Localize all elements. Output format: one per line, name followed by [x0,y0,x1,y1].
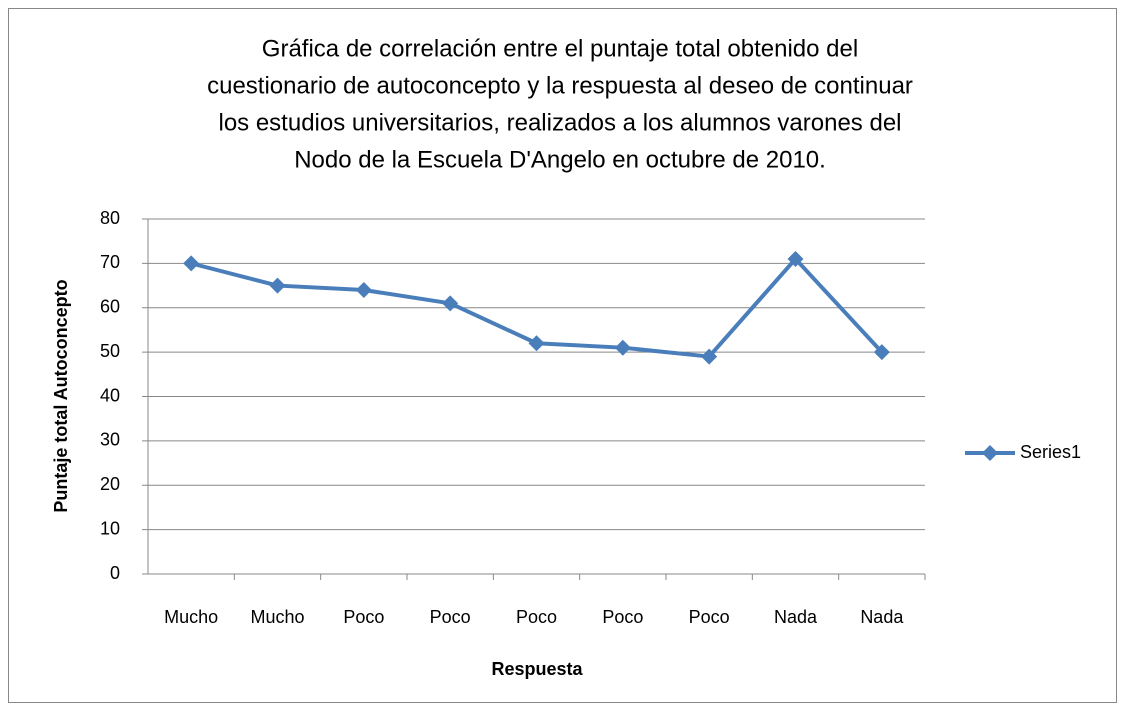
point-marker [269,277,286,294]
y-tick-label: 70 [100,252,120,272]
point-marker [528,335,545,352]
chart-title: Gráfica de correlación entre el puntaje … [262,35,858,62]
y-tick-label: 80 [100,208,120,228]
legend-label: Series1 [1020,442,1081,462]
x-tick-label: Poco [430,607,471,627]
x-tick-label: Poco [516,607,557,627]
point-marker [183,255,200,272]
chart-border [8,8,1117,703]
x-axis-label: Respuesta [491,659,583,679]
x-tick-label: Mucho [250,607,304,627]
x-tick-label: Poco [602,607,643,627]
point-marker [355,282,372,298]
x-tick-label: Nada [774,607,818,627]
x-tick-label: Poco [343,607,384,627]
y-tick-label: 50 [100,341,120,361]
point-marker [787,250,804,267]
chart-title: los estudios universitarios, realizados … [218,109,901,136]
x-tick-label: Nada [860,607,904,627]
y-tick-label: 60 [100,297,120,317]
x-tick-label: Mucho [164,607,218,627]
point-marker [442,295,459,312]
x-tick-label: Poco [689,607,730,627]
y-tick-label: 30 [100,430,120,450]
y-tick-label: 0 [110,563,120,583]
chart-title: Nodo de la Escuela D'Angelo en octubre d… [294,146,826,173]
legend-marker [982,445,998,461]
chart-title: cuestionario de autoconcepto y la respue… [207,72,913,99]
point-marker [873,344,890,361]
y-tick-label: 40 [100,385,120,405]
point-marker [701,348,718,365]
point-marker [614,339,631,356]
y-tick-label: 20 [100,474,120,494]
y-axis-label: Puntaje total Autoconcepto [51,279,71,512]
y-tick-label: 10 [100,518,120,538]
